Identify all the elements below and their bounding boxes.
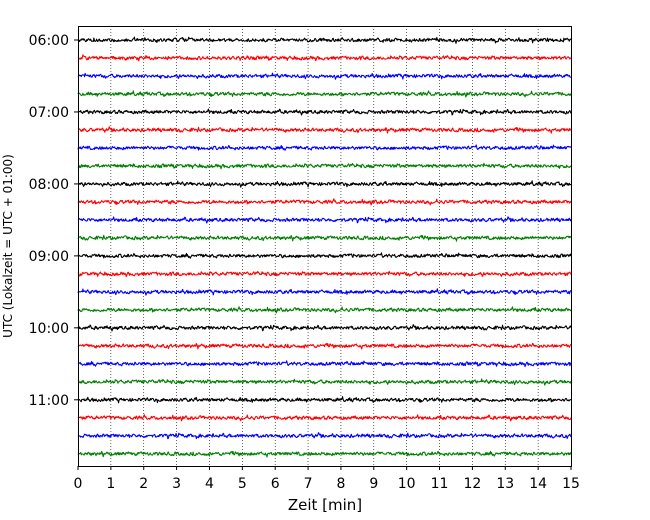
x-tick-label: 8 <box>336 476 345 492</box>
x-axis-label: Zeit [min] <box>288 496 362 514</box>
y-tick-label: 11:00 <box>29 393 69 409</box>
x-tick-label: 5 <box>238 476 247 492</box>
x-tick-label: 9 <box>369 476 378 492</box>
trace-line <box>77 234 572 242</box>
x-tick-label: 4 <box>205 476 214 492</box>
trace-line <box>77 342 572 350</box>
y-tick-label: 10:00 <box>29 321 69 337</box>
y-axis: 06:00 07:00 08:00 09:00 10:00 11:00 <box>29 33 78 409</box>
trace-line <box>77 450 572 458</box>
trace-line <box>77 72 572 80</box>
trace-line <box>77 324 572 332</box>
y-tick-label: 07:00 <box>29 105 69 121</box>
trace-line <box>77 180 572 188</box>
x-tick-label: 15 <box>562 476 580 492</box>
trace-line <box>77 198 572 206</box>
x-tick-label: 7 <box>304 476 313 492</box>
trace-line <box>77 36 572 44</box>
x-tick-label: 11 <box>431 476 449 492</box>
trace-line <box>77 306 572 314</box>
trace-line <box>77 216 572 224</box>
x-tick-label: 3 <box>172 476 181 492</box>
x-tick-label: 13 <box>496 476 514 492</box>
x-tick-label: 6 <box>271 476 280 492</box>
x-axis: 0 1 2 3 4 5 6 7 8 9 10 11 12 13 14 15 <box>74 466 580 492</box>
x-tick-label: 14 <box>529 476 547 492</box>
x-tick-label: 10 <box>398 476 416 492</box>
trace-line <box>77 270 572 278</box>
trace-line <box>77 396 572 404</box>
trace-line <box>77 378 572 386</box>
x-tick-label: 12 <box>463 476 481 492</box>
y-axis-label: UTC (Lokalzeit = UTC + 01:00) <box>1 154 15 338</box>
y-tick-label: 09:00 <box>29 249 69 265</box>
x-tick-label: 1 <box>106 476 115 492</box>
x-tick-label: 0 <box>74 476 83 492</box>
trace-line <box>77 252 572 259</box>
trace-line <box>77 414 572 422</box>
grid <box>110 26 539 466</box>
trace-line <box>77 90 572 98</box>
traces <box>77 36 572 458</box>
y-tick-label: 06:00 <box>29 33 69 49</box>
y-tick-label: 08:00 <box>29 177 69 193</box>
trace-line <box>77 126 572 134</box>
trace-line <box>77 288 572 296</box>
trace-line <box>77 144 572 151</box>
trace-line <box>77 54 572 62</box>
trace-line <box>77 108 572 116</box>
trace-line <box>77 162 572 170</box>
x-tick-label: 2 <box>139 476 148 492</box>
trace-line <box>77 432 572 440</box>
plot-frame <box>78 26 572 467</box>
trace-line <box>77 360 572 368</box>
